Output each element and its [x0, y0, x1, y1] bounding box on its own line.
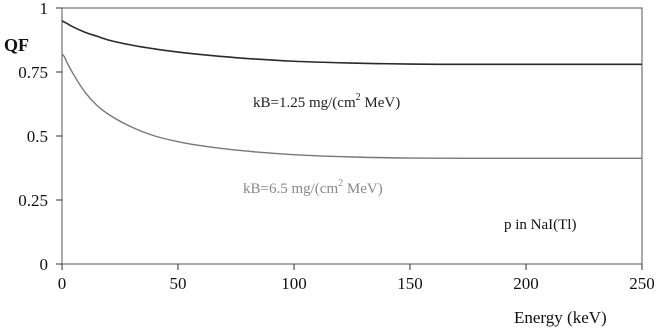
series-line-2	[61, 53, 642, 159]
x-tick-label-0: 0	[58, 274, 67, 293]
y-tick-label-0.75: 0.75	[18, 63, 48, 82]
y-axis-ticks: 0 0.25 0.5 0.75 1	[18, 0, 62, 274]
annotation-kb-1-25-superscript: 2	[356, 92, 361, 103]
x-tick-label-50: 50	[170, 274, 187, 293]
y-tick-label-0.25: 0.25	[18, 191, 48, 210]
x-tick-label-150: 150	[397, 274, 423, 293]
annotation-material: p in NaI(Tl)	[504, 217, 576, 233]
x-axis-title: Energy (keV)	[514, 308, 607, 327]
x-tick-label-100: 100	[281, 274, 307, 293]
annotation-kb-1-25-unit: MeV)	[361, 95, 401, 111]
series-line-1	[61, 20, 642, 66]
y-axis-title: QF	[4, 35, 29, 55]
y-tick-label-0: 0	[40, 255, 49, 274]
x-tick-label-200: 200	[513, 274, 539, 293]
annotation-kb-1-25: kB=1.25 mg/(cm2 MeV)	[253, 92, 400, 111]
annotation-kb-6-5-unit: MeV)	[343, 181, 383, 197]
x-tick-label-250: 250	[629, 274, 655, 293]
y-tick-label-0.5: 0.5	[27, 127, 48, 146]
y-tick-label-1: 1	[40, 0, 49, 18]
series-group	[61, 20, 642, 159]
annotation-kb-6-5: kB=6.5 mg/(cm2 MeV)	[243, 178, 383, 197]
x-axis-ticks: 0 50 100 150 200 250	[58, 264, 655, 293]
annotation-kb-6-5-main: kB=6.5 mg/(cm	[243, 181, 338, 197]
annotation-kb-6-5-superscript: 2	[338, 178, 343, 189]
annotation-kb-1-25-main: kB=1.25 mg/(cm	[253, 95, 356, 111]
